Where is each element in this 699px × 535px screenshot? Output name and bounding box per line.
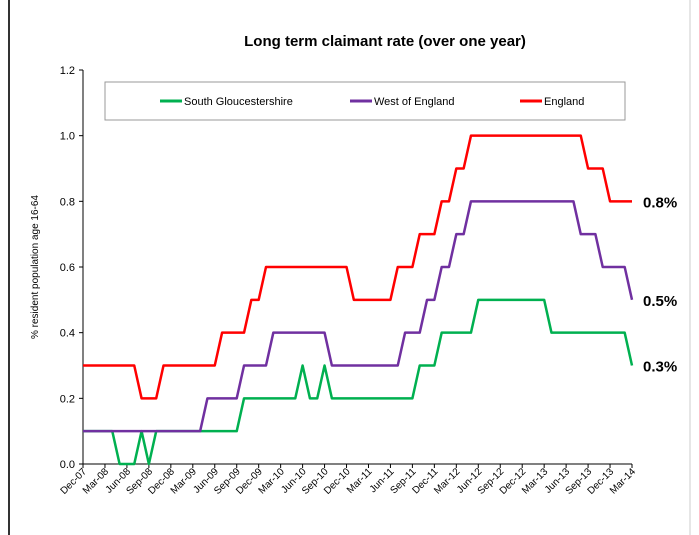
y-tick-label: 0.8 [60, 196, 75, 208]
series-line [83, 298, 634, 466]
end-annotation: 0.3% [643, 359, 677, 376]
legend-label: England [544, 96, 584, 108]
series-line [83, 134, 632, 400]
end-annotation: 0.5% [643, 293, 677, 310]
y-tick-label: 0.0 [60, 459, 75, 471]
legend-label: West of England [374, 96, 455, 108]
series-line [83, 200, 634, 433]
y-tick-label: 0.6 [60, 262, 75, 274]
y-tick-label: 1.0 [60, 131, 75, 143]
y-axis-label: % resident population age 16-64 [30, 195, 41, 339]
y-tick-label: 0.2 [60, 393, 75, 405]
legend-label: South Gloucestershire [184, 96, 293, 108]
y-tick-label: 1.2 [60, 65, 75, 77]
end-annotation: 0.8% [643, 194, 677, 211]
y-tick-label: 0.4 [60, 328, 75, 340]
chart-title: Long term claimant rate (over one year) [244, 33, 526, 50]
